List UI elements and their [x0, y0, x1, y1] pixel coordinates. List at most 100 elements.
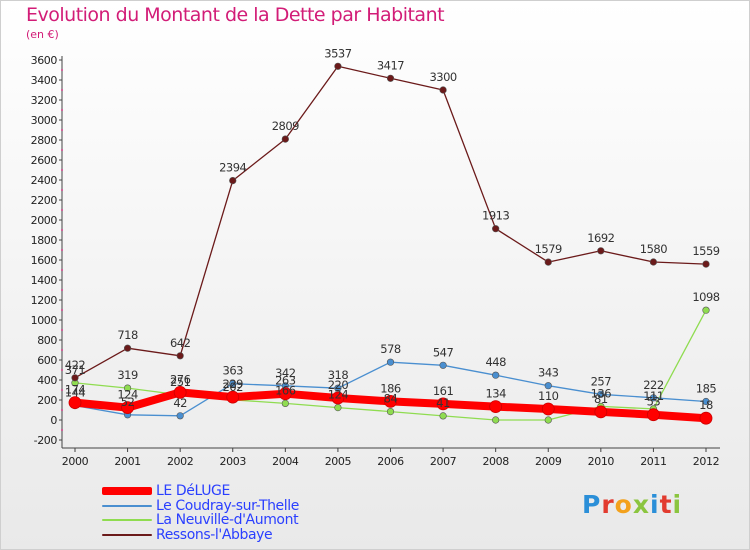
data-label: 144 [65, 386, 86, 400]
data-point [121, 401, 134, 415]
data-label: 166 [275, 383, 296, 397]
data-label: 547 [433, 345, 454, 359]
legend-item: Le Coudray-sur-Thelle [102, 498, 382, 514]
data-label: 448 [485, 355, 506, 369]
data-label: 185 [696, 382, 717, 396]
legend-item: LE DéLUGE [102, 483, 382, 499]
y-tick-label: 3200 [31, 94, 58, 107]
data-label: 319 [117, 368, 138, 382]
data-label: 718 [117, 328, 138, 342]
data-label: 1579 [535, 242, 562, 256]
x-tick-label: 2003 [220, 455, 247, 468]
data-point [647, 408, 660, 422]
x-tick-label: 2010 [588, 455, 615, 468]
data-point [278, 387, 292, 401]
data-label: 134 [485, 387, 506, 401]
data-label: 124 [328, 388, 349, 402]
y-minor-tick [61, 149, 63, 151]
data-point [334, 384, 342, 392]
logo-letter: i [672, 490, 683, 519]
x-tick-label: 2009 [535, 455, 562, 468]
data-label: 124 [117, 388, 138, 402]
data-label: 371 [65, 363, 86, 377]
chart-subtitle: (en €) [26, 28, 59, 41]
data-point [281, 135, 289, 143]
logo-letter: o [614, 490, 633, 519]
y-tick-label: 2400 [31, 174, 58, 187]
y-minor-tick [61, 349, 63, 351]
data-label: 161 [433, 384, 454, 398]
data-label: 110 [538, 389, 559, 403]
legend-item: La Neuville-d'Aumont [102, 512, 382, 528]
data-point [439, 412, 447, 420]
data-point [334, 62, 342, 70]
data-label: 2809 [272, 119, 299, 133]
y-minor-tick [61, 129, 63, 131]
data-label: 202 [223, 380, 244, 394]
logo-letter: t [659, 490, 673, 519]
legend: LE DéLUGE Le Coudray-sur-Thelle La Neuvi… [102, 483, 382, 543]
x-tick-label: 2011 [640, 455, 666, 468]
y-minor-tick [61, 249, 63, 251]
data-label: 342 [275, 366, 296, 380]
series-line [74, 65, 707, 379]
data-point [541, 402, 555, 416]
data-point [176, 412, 184, 420]
y-tick-label: 2000 [31, 214, 58, 227]
legend-label: La Neuville-d'Aumont [156, 512, 299, 528]
data-label: 3537 [324, 46, 351, 60]
data-point [226, 390, 240, 404]
data-label: 136 [591, 386, 612, 400]
proxiti-logo: Proxiti [582, 490, 682, 519]
data-label: 81 [594, 392, 608, 406]
y-minor-tick [61, 229, 63, 231]
data-label: 343 [538, 366, 559, 380]
y-tick-label: 1800 [31, 234, 58, 247]
data-point [229, 177, 237, 185]
data-label: 18 [699, 398, 713, 412]
data-point [439, 361, 447, 369]
data-label: 251 [170, 375, 191, 389]
data-point [492, 416, 500, 424]
y-minor-tick [61, 89, 63, 91]
data-label: 3300 [429, 70, 456, 84]
data-label: 422 [65, 358, 86, 372]
y-minor-tick [61, 409, 63, 411]
legend-swatch [102, 519, 152, 521]
data-point [492, 225, 500, 233]
x-tick-label: 2000 [62, 455, 89, 468]
legend-label: Ressons-l'Abbaye [156, 526, 273, 543]
data-point [699, 411, 713, 425]
x-tick-label: 2006 [377, 455, 404, 468]
data-point [702, 397, 710, 406]
data-point [68, 396, 82, 410]
legend-item: Ressons-l'Abbaye [102, 526, 382, 543]
data-label: 2394 [219, 161, 246, 175]
data-point [597, 390, 605, 398]
data-point [492, 371, 500, 379]
y-tick-label: 1400 [31, 274, 58, 287]
data-point [544, 382, 552, 390]
x-tick-label: 2002 [167, 455, 193, 468]
x-tick-label: 2008 [482, 455, 509, 468]
data-label: 1559 [692, 244, 719, 258]
logo-letter: r [601, 490, 615, 519]
data-point [281, 399, 289, 408]
chart-title: Evolution du Montant de la Dette par Hab… [26, 4, 445, 26]
logo-letter: x [632, 490, 650, 519]
data-label: 1692 [587, 231, 614, 245]
y-tick-label: -200 [34, 434, 58, 447]
x-tick-label: 2007 [430, 455, 457, 468]
data-point [173, 385, 187, 399]
y-minor-tick [61, 169, 63, 171]
data-point [123, 344, 132, 352]
data-point [334, 404, 342, 412]
legend-swatch [102, 533, 152, 536]
data-label: 578 [380, 342, 401, 356]
data-point [176, 352, 184, 360]
data-label: 642 [170, 336, 191, 350]
y-tick-label: 0 [50, 414, 57, 427]
y-minor-tick [61, 369, 63, 371]
